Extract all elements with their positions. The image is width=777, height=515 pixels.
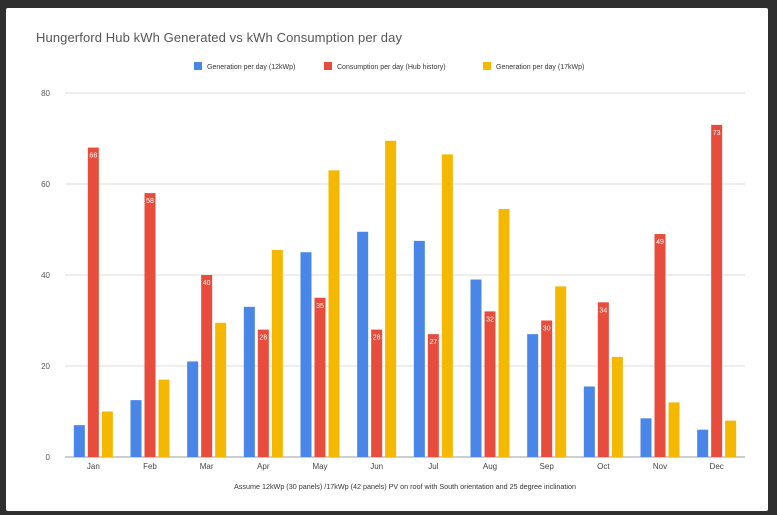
- data-label: 73: [713, 130, 721, 137]
- bar: [73, 425, 85, 457]
- legend-swatch: [194, 62, 202, 70]
- bar: [101, 411, 113, 457]
- x-axis-label: Assume 12kWp (30 panels) /17kWp (42 pane…: [234, 482, 576, 491]
- bar: [527, 334, 539, 457]
- bar: [215, 322, 227, 457]
- data-label: 34: [599, 307, 607, 314]
- bar: [498, 209, 510, 457]
- data-label: 49: [656, 239, 664, 246]
- bar: [654, 234, 666, 457]
- bar: [87, 147, 99, 457]
- y-tick-label: 80: [41, 89, 50, 98]
- y-tick-label: 0: [46, 453, 51, 462]
- bar: [314, 297, 326, 457]
- legend-swatch: [483, 62, 491, 70]
- bar: [470, 279, 482, 457]
- bar: [441, 154, 453, 458]
- y-tick-label: 20: [41, 362, 50, 371]
- bar: [697, 429, 709, 457]
- bar: [357, 231, 369, 457]
- x-tick-label: May: [312, 462, 327, 471]
- x-tick-label: Sep: [540, 462, 555, 471]
- bar: [385, 140, 397, 457]
- data-label: 28: [259, 335, 267, 342]
- bar: [597, 302, 609, 457]
- legend-label: Generation per day (17kWp): [496, 64, 584, 71]
- bar: [130, 400, 142, 457]
- x-tick-label: Dec: [710, 462, 724, 471]
- bar: [371, 329, 383, 457]
- bar: [201, 275, 213, 457]
- x-tick-label: Nov: [653, 462, 667, 471]
- bar: [413, 240, 425, 457]
- x-tick-label: Jul: [428, 462, 438, 471]
- data-label: 28: [373, 335, 381, 342]
- bar: [484, 311, 496, 457]
- data-label: 32: [486, 316, 494, 323]
- data-label: 30: [543, 326, 551, 333]
- data-label: 40: [203, 280, 211, 287]
- data-label: 58: [146, 198, 154, 205]
- x-tick-label: Feb: [143, 462, 157, 471]
- y-tick-label: 40: [41, 271, 50, 280]
- x-tick-label: Jan: [87, 462, 100, 471]
- bar: [640, 418, 652, 457]
- x-tick-label: Oct: [597, 462, 610, 471]
- bar: [611, 356, 623, 457]
- bar: [243, 306, 255, 457]
- legend-label: Generation per day (12kWp): [207, 64, 295, 71]
- bar: [328, 170, 340, 457]
- x-tick-label: Aug: [483, 462, 497, 471]
- bar: [541, 320, 553, 457]
- bar: [555, 286, 567, 457]
- x-tick-label: Mar: [200, 462, 214, 471]
- bar: [725, 420, 737, 457]
- data-label: 35: [316, 303, 324, 310]
- legend-label: Consumption per day (Hub history): [337, 64, 446, 71]
- data-label: 27: [429, 339, 437, 346]
- x-tick-label: Apr: [257, 462, 270, 471]
- bar: [427, 334, 439, 457]
- y-tick-label: 60: [41, 180, 50, 189]
- bar: [271, 249, 283, 457]
- bar: [583, 386, 595, 457]
- bar: [158, 379, 170, 457]
- bar: [711, 124, 723, 457]
- x-tick-label: Jun: [370, 462, 383, 471]
- chart-title: Hungerford Hub kWh Generated vs kWh Cons…: [36, 30, 403, 45]
- bar: [300, 252, 312, 457]
- bar: [257, 329, 269, 457]
- legend-swatch: [324, 62, 332, 70]
- bar: [668, 402, 680, 457]
- bar: [187, 361, 199, 457]
- data-label: 68: [89, 153, 97, 160]
- bar: [144, 193, 156, 457]
